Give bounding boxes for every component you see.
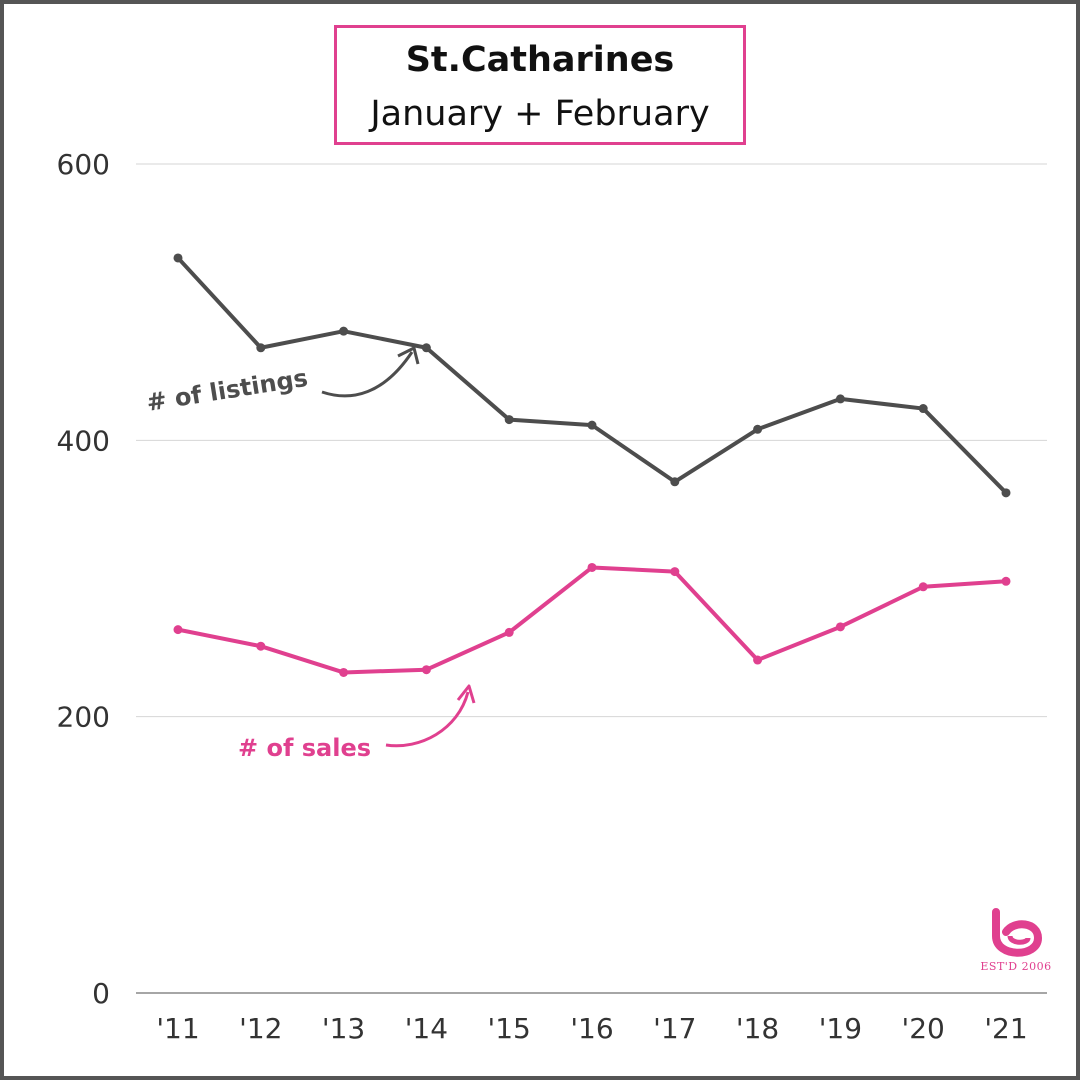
data-point-sales: [339, 667, 349, 677]
data-point-sales: [918, 582, 928, 592]
chart-subtitle: January + February: [370, 94, 710, 134]
series-group: [173, 253, 1011, 677]
data-point-sales: [835, 622, 845, 632]
data-point-listings: [835, 394, 845, 404]
sales-arrow: [385, 691, 470, 748]
y-tick-label: 200: [57, 701, 110, 734]
data-point-listings: [918, 404, 928, 414]
x-tick-label: '20: [902, 1012, 945, 1045]
data-point-listings: [504, 415, 514, 425]
data-point-listings: [256, 343, 266, 353]
title-box: St.Catharines January + February: [334, 25, 746, 145]
data-point-sales: [256, 641, 266, 651]
x-tick-label: '14: [405, 1012, 448, 1045]
sales-annotation: # of sales: [238, 734, 371, 762]
x-tick-label: '11: [156, 1012, 199, 1045]
listings-arrow-head: [397, 346, 420, 365]
data-point-listings: [421, 343, 431, 353]
series-line-sales: [176, 565, 1008, 675]
data-point-sales: [173, 625, 183, 635]
gridlines: [136, 163, 1047, 994]
x-tick-label: '13: [322, 1012, 365, 1045]
data-point-listings: [753, 424, 763, 434]
data-point-sales: [504, 627, 514, 637]
data-point-listings: [339, 326, 349, 336]
logo-established-text: EST'D 2006: [980, 960, 1052, 973]
data-point-listings: [670, 477, 680, 487]
data-point-sales: [670, 567, 680, 577]
x-axis: '11 '12 '13 '14 '15 '16 '17 '18 '19 '20 '21: [156, 1012, 1027, 1045]
data-point-sales: [753, 655, 763, 665]
y-axis: 0 200 400 600: [57, 148, 110, 1010]
brand-logo: [992, 908, 1043, 957]
x-tick-label: '12: [239, 1012, 282, 1045]
data-point-listings: [173, 253, 183, 263]
sales-arrow-head: [456, 684, 476, 704]
listings-annotation: # of listings: [145, 364, 310, 417]
data-point-sales: [1001, 576, 1011, 586]
annotations: # of listings # of sales: [145, 346, 476, 762]
listings-arrow: [321, 351, 414, 398]
data-point-listings: [1001, 488, 1011, 498]
x-tick-label: '21: [984, 1012, 1027, 1045]
x-tick-label: '17: [653, 1012, 696, 1045]
data-point-sales: [421, 665, 431, 675]
y-tick-label: 0: [92, 977, 110, 1010]
chart-title: St.Catharines: [405, 40, 675, 80]
x-tick-label: '15: [488, 1012, 531, 1045]
x-tick-label: '16: [570, 1012, 613, 1045]
x-tick-label: '18: [736, 1012, 779, 1045]
y-tick-label: 600: [57, 148, 110, 181]
data-point-sales: [587, 562, 597, 572]
y-tick-label: 400: [57, 424, 110, 457]
data-point-listings: [587, 420, 597, 430]
x-tick-label: '19: [819, 1012, 862, 1045]
